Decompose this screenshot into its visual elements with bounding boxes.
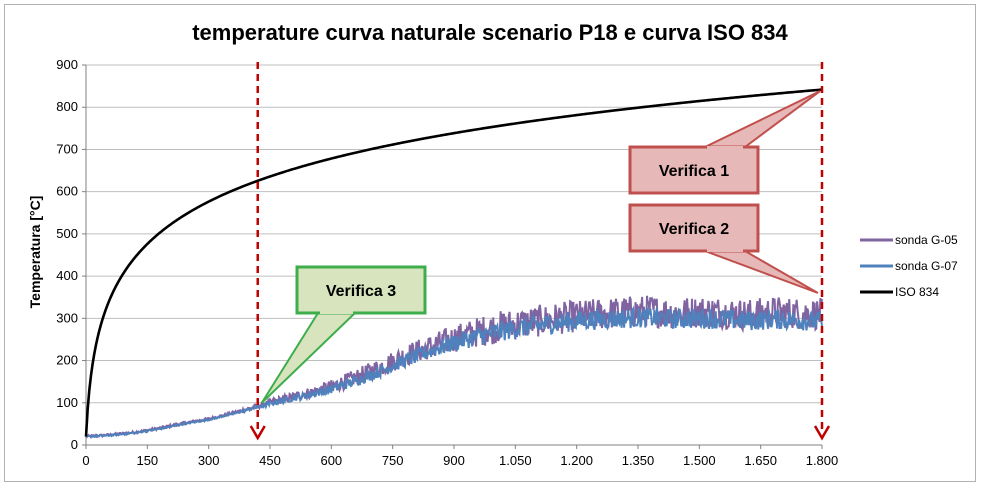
y-tick-label: 800 (56, 99, 78, 114)
x-tick-label: 1.800 (806, 453, 839, 468)
legend-label: sonda G-05 (895, 233, 958, 247)
callout-seam (320, 310, 353, 314)
series-line-sonda-g-07 (85, 305, 823, 439)
y-tick-label: 900 (56, 57, 78, 72)
legend: sonda G-05 sonda G-07 ISO 834 (860, 233, 958, 299)
y-tick-label: 0 (71, 437, 78, 452)
tick-labels: 0 100 200 300 400 500 600 700 800 900 0 150 300 450 60… (56, 57, 838, 468)
y-tick-label: 400 (56, 268, 78, 283)
legend-label: ISO 834 (895, 285, 939, 299)
callout-box (295, 265, 427, 315)
callout-box (628, 203, 760, 253)
y-tick-label: 600 (56, 184, 78, 199)
axes (82, 64, 823, 449)
callout-label: Verifica 1 (659, 163, 729, 180)
x-tick-label: 900 (443, 453, 465, 468)
callout-box (628, 145, 760, 195)
marker-arrowhead (249, 425, 266, 441)
callout-1: Verifica 1 (628, 90, 821, 195)
series-layer (84, 88, 823, 440)
y-tick-label: 500 (56, 226, 78, 241)
callouts: Verifica 1 Verifica 2 Verifica 3 (260, 90, 821, 404)
vertical-markers (249, 62, 831, 441)
x-tick-label: 1.350 (622, 453, 655, 468)
y-tick-label: 300 (56, 310, 78, 325)
series-line-iso-834 (84, 88, 823, 437)
x-tick-label: 300 (198, 453, 220, 468)
x-tick-label: 750 (382, 453, 404, 468)
y-tick-label: 200 (56, 353, 78, 368)
chart-title: temperature curva naturale scenario P18 … (192, 20, 788, 45)
callout-seam (707, 248, 743, 252)
y-tick-label: 100 (56, 395, 78, 410)
y-axis-label: Temperatura [°C] (27, 196, 43, 309)
x-tick-label: 150 (136, 453, 158, 468)
callout-label: Verifica 2 (659, 221, 729, 238)
x-tick-label: 0 (82, 453, 89, 468)
callout-2: Verifica 2 (628, 203, 819, 294)
marker-arrowhead (813, 425, 831, 441)
y-tick-label: 700 (56, 141, 78, 156)
x-tick-label: 1.200 (560, 453, 593, 468)
series-line-sonda-g-05 (85, 295, 823, 440)
x-tick-label: 450 (259, 453, 281, 468)
callout-3: Verifica 3 (260, 265, 427, 404)
x-tick-label: 1.500 (683, 453, 716, 468)
x-tick-label: 1.050 (499, 453, 532, 468)
callout-label: Verifica 3 (326, 283, 396, 300)
callout-seam (707, 146, 743, 150)
legend-label: sonda G-07 (895, 259, 958, 273)
callout-pointer (704, 250, 819, 294)
x-tick-label: 600 (320, 453, 342, 468)
x-tick-label: 1.650 (744, 453, 777, 468)
